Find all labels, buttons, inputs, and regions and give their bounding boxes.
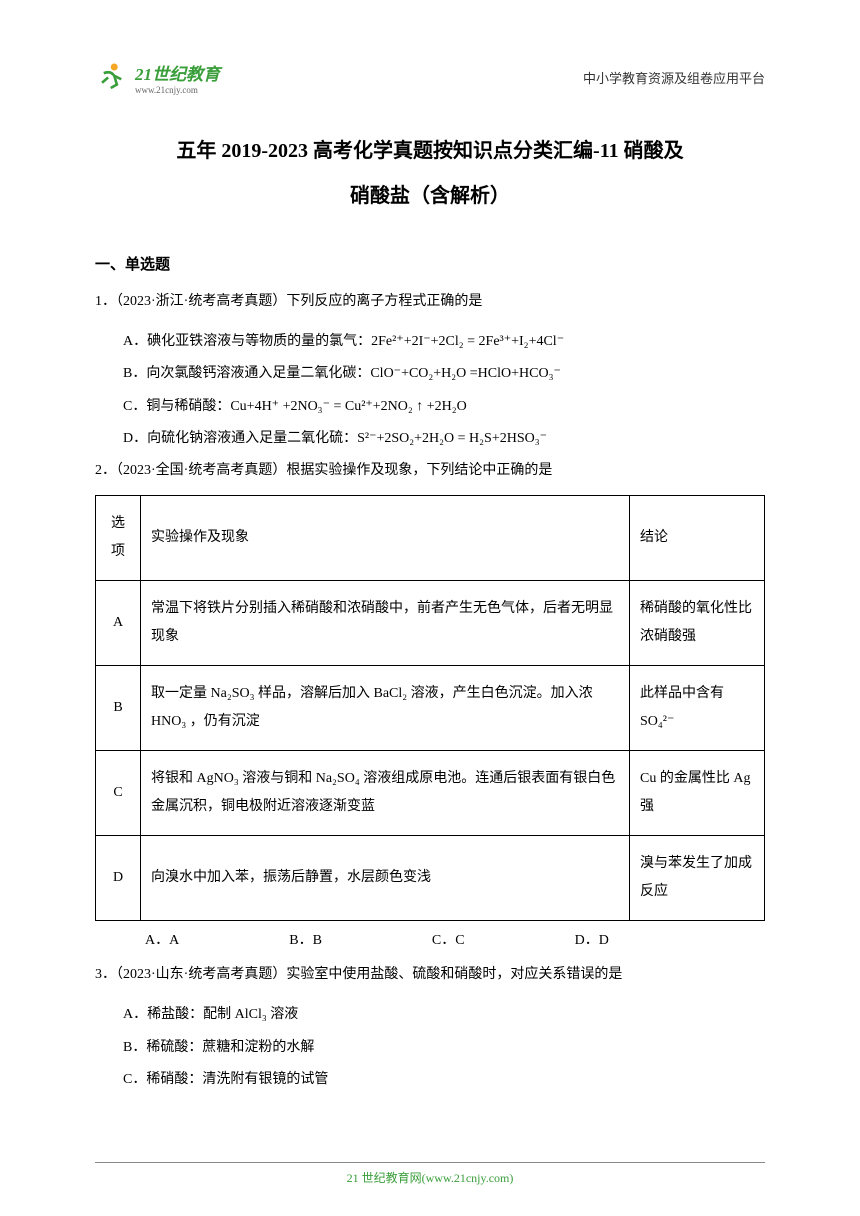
table-row: A 常温下将铁片分别插入稀硝酸和浓硝酸中，前者产生无色气体，后者无明显现象 稀硝… bbox=[96, 581, 765, 666]
table-row: B 取一定量 Na₂SO₃ 样品，溶解后加入 BaCl₂ 溶液，产生白色沉淀。加… bbox=[96, 666, 765, 751]
q3-stem: 3．（2023·山东·统考高考真题）实验室中使用盐酸、硫酸和硝酸时，对应关系错误… bbox=[95, 959, 765, 991]
table-header-row: 选 项 实验操作及现象 结论 bbox=[96, 496, 765, 581]
logo-sub-text: www.21cnjy.com bbox=[135, 85, 220, 95]
q1-option-d: D．向硫化钠溶液通入足量二氧化硫：S²⁻+2SO₂+2H₂O = H₂S+2HS… bbox=[95, 423, 765, 455]
q3-option-b: B．稀硫酸：蔗糖和淀粉的水解 bbox=[95, 1032, 765, 1064]
runner-icon bbox=[95, 60, 130, 95]
q1-option-c: C．铜与稀硝酸：Cu+4H⁺ +2NO₃⁻ = Cu²⁺+2NO₂ ↑ +2H₂… bbox=[95, 391, 765, 423]
logo-text: 21世纪教育 www.21cnjy.com bbox=[135, 60, 220, 95]
q2-stem: 2．（2023·全国·统考高考真题）根据实验操作及现象，下列结论中正确的是 bbox=[95, 455, 765, 487]
q3-option-a: A．稀盐酸：配制 AlCl₃ 溶液 bbox=[95, 999, 765, 1031]
row-b-operation: 取一定量 Na₂SO₃ 样品，溶解后加入 BaCl₂ 溶液，产生白色沉淀。加入浓… bbox=[141, 666, 630, 751]
page-footer: 21 世纪教育网(www.21cnjy.com) bbox=[95, 1162, 765, 1186]
document-title-line1: 五年 2019-2023 高考化学真题按知识点分类汇编-11 硝酸及 bbox=[95, 135, 765, 167]
table-row: C 将银和 AgNO₃ 溶液与铜和 Na₂SO₄ 溶液组成原电池。连通后银表面有… bbox=[96, 751, 765, 836]
row-a-conclusion: 稀硝酸的氧化性比浓硝酸强 bbox=[630, 581, 765, 666]
table-row: D 向溴水中加入苯，振荡后静置，水层颜色变浅 溴与苯发生了加成反应 bbox=[96, 836, 765, 921]
q2-answer-b: B．B bbox=[289, 929, 322, 949]
q2-answer-c: C．C bbox=[432, 929, 465, 949]
q2-answer-options: A．A B．B C．C D．D bbox=[95, 929, 765, 949]
row-a-operation: 常温下将铁片分别插入稀硝酸和浓硝酸中，前者产生无色气体，后者无明显现象 bbox=[141, 581, 630, 666]
q3-option-c: C．稀硝酸：清洗附有银镜的试管 bbox=[95, 1064, 765, 1096]
row-b-label: B bbox=[96, 666, 141, 751]
q2-answer-d: D．D bbox=[575, 929, 609, 949]
q2-table: 选 项 实验操作及现象 结论 A 常温下将铁片分别插入稀硝酸和浓硝酸中，前者产生… bbox=[95, 495, 765, 921]
row-b-conclusion: 此样品中含有 SO₄²⁻ bbox=[630, 666, 765, 751]
logo: 21世纪教育 www.21cnjy.com bbox=[95, 60, 220, 95]
section-header: 一、单选题 bbox=[95, 253, 765, 274]
q1-option-b: B．向次氯酸钙溶液通入足量二氧化碳：ClO⁻+CO₂+H₂O =HClO+HCO… bbox=[95, 358, 765, 390]
table-header-col2: 实验操作及现象 bbox=[141, 496, 630, 581]
row-d-conclusion: 溴与苯发生了加成反应 bbox=[630, 836, 765, 921]
row-c-conclusion: Cu 的金属性比 Ag 强 bbox=[630, 751, 765, 836]
row-a-label: A bbox=[96, 581, 141, 666]
row-c-operation: 将银和 AgNO₃ 溶液与铜和 Na₂SO₄ 溶液组成原电池。连通后银表面有银白… bbox=[141, 751, 630, 836]
table-header-col3: 结论 bbox=[630, 496, 765, 581]
q1-option-a: A．碘化亚铁溶液与等物质的量的氯气：2Fe²⁺+2I⁻+2Cl₂ = 2Fe³⁺… bbox=[95, 326, 765, 358]
page-header: 21世纪教育 www.21cnjy.com 中小学教育资源及组卷应用平台 bbox=[95, 60, 765, 95]
logo-main-text: 21世纪教育 bbox=[135, 60, 220, 85]
header-right-text: 中小学教育资源及组卷应用平台 bbox=[583, 68, 765, 87]
document-title-line2: 硝酸盐（含解析） bbox=[95, 179, 765, 208]
q1-stem: 1．（2023·浙江·统考高考真题）下列反应的离子方程式正确的是 bbox=[95, 286, 765, 318]
table-header-col1: 选 项 bbox=[96, 496, 141, 581]
q2-answer-a: A．A bbox=[145, 929, 179, 949]
row-d-operation: 向溴水中加入苯，振荡后静置，水层颜色变浅 bbox=[141, 836, 630, 921]
row-c-label: C bbox=[96, 751, 141, 836]
row-d-label: D bbox=[96, 836, 141, 921]
